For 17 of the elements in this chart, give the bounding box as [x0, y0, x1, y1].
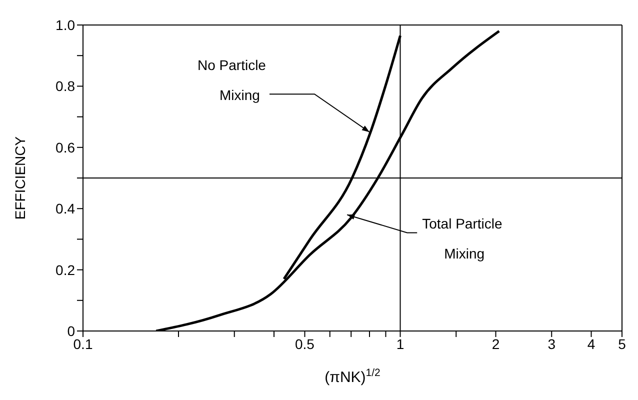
annotation: Total Particle Mixing [422, 216, 502, 262]
y-tick-label: 0.2 [56, 262, 76, 278]
y-tick-label: 0.8 [56, 78, 76, 94]
y-axis-title: EFFICIENCY [12, 136, 28, 220]
y-tick-label: 0 [67, 322, 76, 339]
annotation: No Particle Mixing [198, 57, 266, 104]
y-tick-label: 0.4 [56, 200, 76, 217]
y-tick-label: 0.6 [56, 139, 76, 156]
y-tick-label: 1.0 [56, 16, 76, 33]
x-tick-label: 4 [587, 336, 596, 352]
x-tick-label: 3 [548, 336, 556, 352]
x-tick-label: 0.1 [73, 336, 93, 352]
x-tick-label: 2 [492, 336, 500, 352]
x-tick-label: 1 [396, 336, 404, 352]
x-tick-label: 0.5 [295, 336, 315, 352]
x-tick-label: 5 [618, 336, 626, 352]
x-axis-title: (πNK)$^{1/2}$ [324, 367, 381, 386]
